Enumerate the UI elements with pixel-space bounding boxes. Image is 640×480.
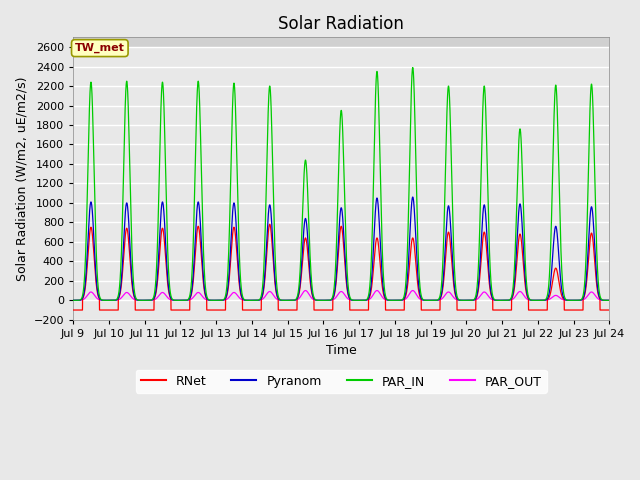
Y-axis label: Solar Radiation (W/m2, uE/m2/s): Solar Radiation (W/m2, uE/m2/s) <box>15 76 28 281</box>
Legend: RNet, Pyranom, PAR_IN, PAR_OUT: RNet, Pyranom, PAR_IN, PAR_OUT <box>136 370 547 393</box>
X-axis label: Time: Time <box>326 344 356 357</box>
Text: TW_met: TW_met <box>75 43 125 53</box>
Title: Solar Radiation: Solar Radiation <box>278 15 404 33</box>
Bar <box>73 37 609 47</box>
